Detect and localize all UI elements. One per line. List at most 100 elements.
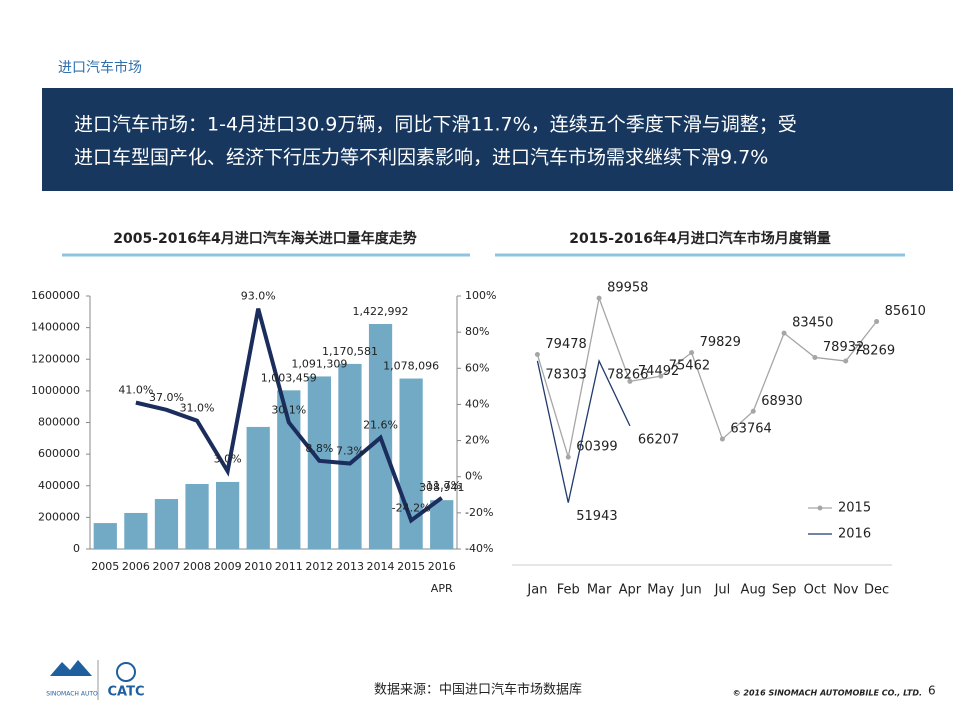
x-tick-label: Sep: [772, 583, 797, 598]
marker: [658, 373, 664, 379]
data-label: 63764: [730, 422, 771, 437]
marker: [565, 454, 571, 460]
data-label: 75462: [669, 359, 710, 374]
x-tick-label: 2010: [244, 560, 272, 573]
y-tick-label: 1000000: [31, 384, 80, 397]
data-label: 66207: [638, 432, 679, 447]
marker: [689, 350, 695, 356]
data-label: -24.2%: [392, 501, 431, 514]
bar: [399, 378, 423, 549]
y-tick-label: 1200000: [31, 352, 80, 365]
x-tick-label: Dec: [864, 583, 889, 598]
bar: [93, 523, 117, 549]
y-tick-label: 0: [73, 542, 80, 555]
y2-tick-label: 80%: [465, 325, 489, 338]
data-label: 74492: [638, 364, 679, 379]
y-tick-label: 1600000: [31, 289, 80, 302]
chart-title: 2005-2016年4月进口汽车海关进口量年度走势: [113, 230, 416, 247]
logo-text: SINOMACH AUTO: [46, 691, 98, 698]
y-tick-label: 600000: [38, 447, 80, 460]
data-label: 41.0%: [118, 384, 153, 397]
data-label: 31.0%: [180, 402, 215, 415]
data-label: 1,422,992: [353, 305, 409, 318]
bar: [154, 499, 179, 549]
marker: [596, 295, 602, 301]
x-tick-label: Nov: [833, 583, 859, 598]
data-label: 89958: [607, 281, 648, 296]
data-label: 93.0%: [241, 290, 276, 303]
data-label: 21.6%: [363, 419, 398, 432]
y-tick-label: 200000: [38, 510, 80, 523]
x-tick-label: Jun: [680, 583, 701, 598]
marker: [781, 330, 787, 336]
data-label: 3.0%: [214, 452, 242, 465]
y-tick-label: 400000: [38, 479, 80, 492]
y2-tick-label: 60%: [465, 361, 489, 374]
logo-text: CATC: [107, 685, 144, 700]
bar: [338, 363, 362, 549]
data-label: 308,941: [419, 481, 465, 494]
banner-line: 进口汽车市场：1-4月进口30.9万辆，同比下滑11.7%，连续五个季度下滑与调…: [74, 114, 797, 136]
bar: [430, 500, 454, 549]
x-tick-label: 2007: [152, 560, 180, 573]
page-number: 6: [928, 684, 936, 698]
data-label: 78269: [854, 344, 895, 359]
marker: [750, 408, 756, 414]
x-tick-label: Mar: [587, 583, 612, 598]
banner-line: 进口车型国产化、经济下行压力等不利因素影响，进口汽车市场需求继续下滑9.7%: [74, 147, 768, 169]
bar: [216, 481, 240, 549]
y-tick-label: 800000: [38, 416, 80, 429]
logo-icon: [50, 660, 92, 676]
data-line: [135, 308, 443, 524]
data-label: 85610: [885, 304, 926, 319]
header-title: 进口汽车市场: [58, 59, 142, 76]
data-line: [536, 295, 878, 458]
x-tick-label: Jan: [526, 583, 547, 598]
data-label: 78266: [607, 368, 648, 383]
data-label: 7.3%: [336, 445, 364, 458]
bar: [246, 426, 270, 549]
y2-tick-label: -20%: [465, 506, 493, 519]
legend-label: 2015: [838, 501, 871, 516]
marker: [874, 319, 880, 325]
data-label: 30.1%: [271, 403, 306, 416]
data-label: 79478: [545, 337, 586, 352]
x-tick-label: Oct: [804, 583, 826, 598]
x-tick-label: 2009: [214, 560, 242, 573]
marker: [627, 378, 633, 384]
legend-marker: [817, 505, 823, 511]
x-tick-label: 2006: [122, 560, 150, 573]
x-tick-label: 2015: [397, 560, 425, 573]
copyright: © 2016 SINOMACH AUTOMOBILE CO., LTD.: [733, 689, 922, 698]
x-tick-label: 2014: [367, 560, 395, 573]
x-tick-label: May: [647, 583, 674, 598]
data-label: 78932: [823, 340, 864, 355]
chart-title: 2015-2016年4月进口汽车市场月度销量: [569, 230, 830, 247]
data-label: 79829: [700, 335, 741, 350]
x-note: APR: [431, 582, 453, 595]
x-tick-label: Jul: [714, 583, 731, 598]
y2-tick-label: -40%: [465, 542, 493, 555]
bar: [185, 484, 209, 549]
marker: [719, 436, 725, 442]
x-tick-label: 2005: [91, 560, 119, 573]
x-tick-label: Aug: [741, 583, 766, 598]
data-label: 1,078,096: [383, 360, 439, 373]
data-label: 37.0%: [149, 391, 184, 404]
data-label: 68930: [761, 394, 802, 409]
x-tick-label: 2011: [275, 560, 303, 573]
x-tick-label: 2012: [305, 560, 333, 573]
data-label: -11.7%: [422, 479, 461, 492]
x-tick-label: 2016: [428, 560, 456, 573]
data-label: 1,003,459: [261, 371, 317, 384]
data-label: 8.8%: [305, 442, 333, 455]
legend-label: 2016: [838, 527, 871, 542]
data-label: 1,170,581: [322, 345, 378, 358]
x-tick-label: Apr: [619, 583, 642, 598]
y2-tick-label: 40%: [465, 397, 489, 410]
data-label: 51943: [576, 509, 617, 524]
marker: [843, 358, 849, 364]
logo-icon: [116, 662, 136, 682]
bar: [124, 512, 148, 549]
